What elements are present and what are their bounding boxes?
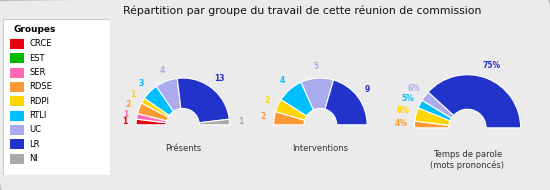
Wedge shape (141, 98, 169, 117)
Text: LR: LR (30, 140, 40, 149)
Bar (10, 125, 24, 135)
Text: 75%: 75% (482, 61, 501, 70)
Wedge shape (301, 78, 333, 110)
Bar (10, 53, 24, 63)
Text: 9: 9 (365, 85, 370, 94)
Bar (10, 67, 24, 78)
Wedge shape (415, 108, 450, 125)
Text: 2: 2 (260, 112, 265, 121)
FancyBboxPatch shape (3, 19, 110, 175)
Text: 4%: 4% (395, 119, 408, 128)
Text: 13: 13 (213, 74, 224, 83)
Text: 4: 4 (279, 76, 285, 85)
Wedge shape (418, 100, 452, 121)
Wedge shape (274, 112, 305, 125)
Text: RDPI: RDPI (30, 97, 50, 106)
Text: Temps de parole
(mots prononcés): Temps de parole (mots prononcés) (431, 150, 504, 170)
Bar (10, 111, 24, 121)
Wedge shape (136, 114, 167, 123)
Text: 5: 5 (314, 62, 319, 71)
Text: Interventions: Interventions (293, 144, 348, 154)
Wedge shape (276, 100, 306, 120)
Text: EST: EST (30, 54, 45, 63)
Text: 2: 2 (265, 96, 270, 105)
Bar (10, 39, 24, 49)
Text: 3: 3 (139, 79, 144, 88)
Bar (10, 96, 24, 106)
Text: Groupes: Groupes (13, 25, 56, 34)
Text: 2: 2 (125, 100, 131, 108)
Wedge shape (199, 119, 230, 125)
Text: 1: 1 (130, 90, 135, 99)
Wedge shape (136, 119, 167, 125)
Wedge shape (414, 121, 449, 128)
Bar (10, 139, 24, 149)
Bar (10, 82, 24, 92)
Text: RDSE: RDSE (30, 82, 52, 91)
Wedge shape (156, 78, 181, 111)
Text: RTLI: RTLI (30, 111, 47, 120)
Text: Présents: Présents (165, 144, 201, 154)
Wedge shape (145, 86, 174, 116)
Wedge shape (325, 80, 367, 125)
Text: SER: SER (30, 68, 46, 77)
Wedge shape (428, 75, 521, 128)
Text: 4: 4 (160, 66, 165, 75)
Text: 1: 1 (123, 110, 128, 119)
Text: 1: 1 (122, 117, 127, 126)
Text: 8%: 8% (397, 107, 410, 116)
Wedge shape (422, 92, 454, 118)
Text: NI: NI (30, 154, 38, 163)
Wedge shape (281, 82, 314, 116)
Text: 1: 1 (239, 117, 244, 126)
Text: Répartition par groupe du travail de cette réunion de commission: Répartition par groupe du travail de cet… (123, 6, 482, 16)
Wedge shape (177, 78, 229, 123)
Wedge shape (138, 103, 168, 121)
Text: 5%: 5% (402, 93, 415, 103)
Text: UC: UC (30, 125, 42, 135)
Text: 6%: 6% (408, 84, 421, 93)
Bar (10, 154, 24, 164)
Text: CRCE: CRCE (30, 40, 52, 48)
